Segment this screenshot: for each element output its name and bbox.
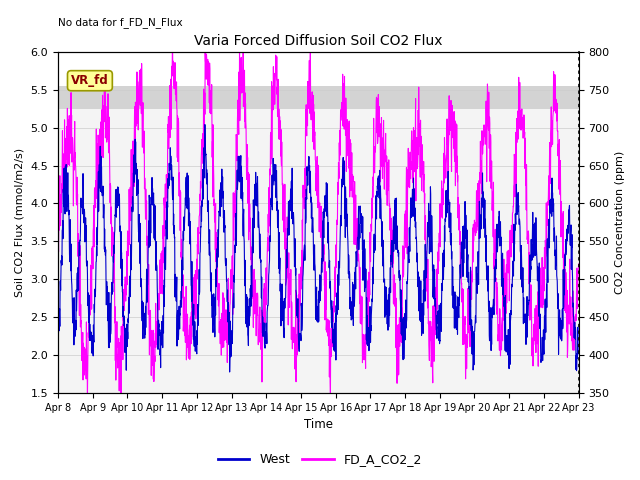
Legend: West, FD_A_CO2_2: West, FD_A_CO2_2 bbox=[213, 448, 427, 471]
Bar bbox=[58, 86, 579, 108]
Y-axis label: CO2 Concentration (ppm): CO2 Concentration (ppm) bbox=[615, 151, 625, 294]
Text: No data for f_FD_N_Flux: No data for f_FD_N_Flux bbox=[58, 17, 182, 28]
Y-axis label: Soil CO2 Flux (mmol/m2/s): Soil CO2 Flux (mmol/m2/s) bbox=[15, 148, 25, 297]
X-axis label: Time: Time bbox=[304, 419, 333, 432]
Bar bbox=[58, 108, 579, 393]
Title: Varia Forced Diffusion Soil CO2 Flux: Varia Forced Diffusion Soil CO2 Flux bbox=[194, 34, 443, 48]
Text: VR_fd: VR_fd bbox=[71, 74, 109, 87]
